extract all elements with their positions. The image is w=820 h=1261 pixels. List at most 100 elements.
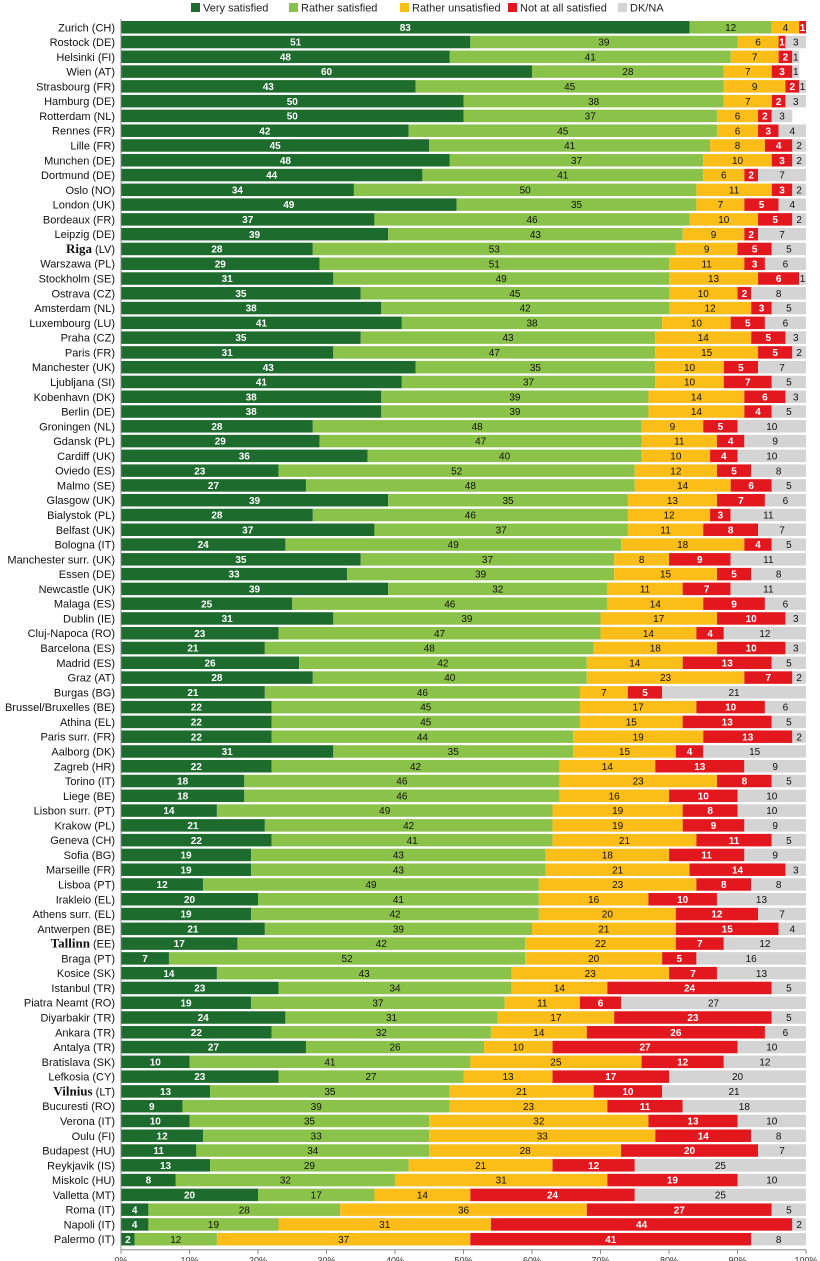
bar-segment: [278, 626, 601, 640]
data-label: 20: [184, 895, 196, 906]
data-label: 18: [739, 1102, 751, 1113]
bar-segment: [764, 700, 806, 714]
bar-segment: [271, 760, 560, 773]
data-label: 23: [585, 969, 597, 980]
bar-row: Roma (IT) 4 28 36 27 5: [65, 1203, 806, 1217]
category-code: (SI): [94, 377, 115, 389]
bar-segment: [189, 1055, 471, 1069]
category-name: Liege: [63, 791, 90, 803]
bar-segment: [607, 1099, 683, 1113]
data-label: 27: [708, 998, 720, 1009]
category-code: (LU): [91, 318, 115, 330]
bar-row: Belfast (UK) 37 37 11 8 7: [56, 523, 806, 537]
data-label: 50: [287, 112, 299, 123]
bar-segment: [744, 819, 806, 832]
category-code: (LT): [93, 1086, 115, 1098]
data-label: 21: [187, 644, 199, 655]
data-label: 11: [701, 851, 712, 862]
data-label: 31: [496, 1176, 508, 1187]
bar-segment: [121, 878, 204, 891]
category-name: Bialystok: [47, 510, 92, 522]
category-label: Oslo (NO): [65, 185, 115, 197]
data-label: 16: [588, 895, 600, 906]
bar-segment: [669, 257, 745, 270]
bar-segment: [525, 952, 663, 965]
bar-segment: [641, 449, 711, 463]
data-label: 41: [393, 895, 405, 906]
data-label: 49: [283, 200, 295, 211]
data-label: 14: [691, 392, 703, 403]
category-label: Malaga (ES): [54, 599, 115, 611]
x-axis: 0% 10% 20% 30% 40% 50% 60% 70% 80% 90% 100%: [114, 19, 818, 1261]
data-label: 7: [745, 97, 751, 108]
data-label: 47: [475, 437, 487, 448]
x-tick-label: 60%: [523, 1256, 541, 1261]
bar-row: Kobenhavn (DK) 38 39 14 6 3: [34, 390, 806, 404]
legend-label: Very satisfied: [203, 3, 268, 15]
bar-segment: [408, 1159, 553, 1172]
data-label: 19: [181, 998, 193, 1009]
data-label: 24: [547, 1190, 559, 1201]
category-name: Lisboa: [58, 879, 91, 891]
data-label: 42: [437, 658, 449, 669]
data-label: 22: [595, 939, 607, 950]
data-label: 21: [619, 836, 631, 847]
bar-segment: [532, 922, 676, 936]
data-label: 35: [324, 1087, 336, 1098]
data-label: 6: [735, 126, 741, 137]
bar-segment: [538, 907, 676, 921]
bar-segment: [121, 124, 409, 137]
bar-segment: [121, 183, 354, 197]
data-label: 7: [779, 363, 785, 374]
bar-segment: [586, 656, 683, 670]
data-label: 50: [287, 97, 299, 108]
category-label: Lefkosia (CY): [48, 1072, 115, 1084]
bar-segment: [662, 1085, 806, 1098]
data-label: 17: [550, 1013, 562, 1024]
bar-row: Malaga (ES) 25 46 14 9 6: [54, 597, 806, 611]
data-label: 14: [677, 481, 689, 492]
category-label: Paris surr. (FR): [40, 732, 115, 744]
bar-segment: [216, 804, 553, 817]
bar-segment: [121, 257, 320, 270]
bar-row: Amsterdam (NL) 38 42 12 3 5: [34, 301, 806, 315]
bar-segment: [463, 94, 724, 108]
bar-segment: [682, 819, 745, 832]
category-code: (PL): [91, 436, 115, 448]
bar-segment: [751, 878, 806, 891]
category-code: (CZ): [90, 288, 115, 300]
data-label: 43: [263, 363, 275, 374]
data-label: 13: [160, 1161, 172, 1172]
bar-segment: [703, 168, 745, 182]
data-label: 8: [776, 1131, 782, 1142]
category-name: Wien: [66, 67, 91, 79]
data-label: 49: [448, 540, 460, 551]
bar-segment: [408, 124, 717, 137]
bar-segment: [121, 94, 464, 108]
data-label: 23: [194, 1072, 206, 1083]
data-label: 7: [718, 200, 724, 211]
bar-row: Bratislava (SK) 10 41 25 12 12: [42, 1055, 806, 1069]
category-label: London (UK): [53, 200, 115, 212]
data-label: 19: [181, 910, 193, 921]
category-code: (SE): [90, 480, 115, 492]
data-label: 45: [509, 289, 521, 300]
bar-segment: [634, 1159, 806, 1172]
bar-segment: [121, 198, 457, 211]
category-label: Berlin (DE): [61, 407, 115, 419]
bar-segment: [244, 789, 560, 803]
data-label: 39: [509, 407, 521, 418]
category-label: Gdansk (PL): [53, 436, 115, 448]
category-label: Lisbon surr. (PT): [34, 806, 115, 818]
category-code: (HU): [89, 1175, 115, 1187]
data-label: 23: [660, 673, 672, 684]
data-label: 11: [701, 259, 712, 270]
category-label: Leipzig (DE): [54, 229, 115, 241]
category-label: Athens surr. (EL): [32, 909, 115, 921]
bar-row: Bologna (IT) 24 49 18 4 5: [54, 538, 806, 552]
bar-row: Tallinn (EE) 17 42 22 7 12: [51, 936, 806, 951]
bar-segment: [121, 346, 334, 359]
bar-segment: [771, 715, 806, 729]
bar-row: Rennes (FR) 42 45 6 3 4: [52, 124, 806, 138]
category-name: Verona: [60, 1116, 96, 1128]
